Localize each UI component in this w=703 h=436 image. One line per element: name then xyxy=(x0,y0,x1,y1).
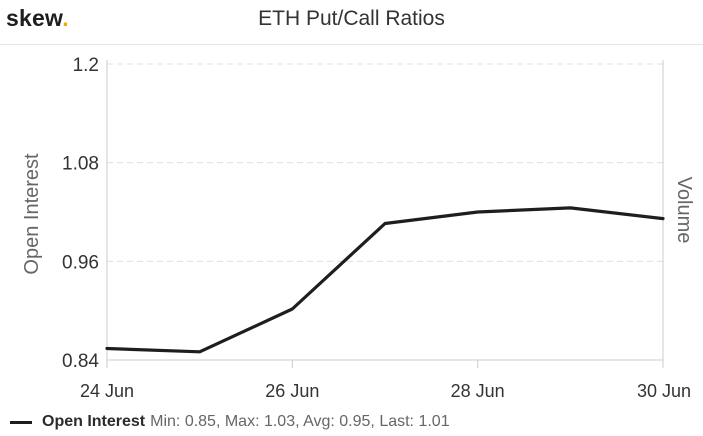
y-tick-label: 0.96 xyxy=(62,252,99,273)
open-interest-line xyxy=(105,206,665,354)
legend-line-swatch xyxy=(10,420,32,424)
header-divider xyxy=(0,44,703,45)
x-tick-label: 24 Jun xyxy=(80,381,134,401)
brand-name: skew xyxy=(6,5,63,31)
y-axis-title-right: Volume xyxy=(673,177,695,244)
y-tick-label: 1.08 xyxy=(62,154,99,175)
legend[interactable]: Open Interest Min: 0.85, Max: 1.03, Avg:… xyxy=(10,413,450,431)
skew-logo: skew. xyxy=(6,5,69,32)
legend-series-stats: Min: 0.85, Max: 1.03, Avg: 0.95, Last: 1… xyxy=(150,413,450,430)
legend-series-name: Open Interest xyxy=(42,413,146,430)
chart-title: ETH Put/Call Ratios xyxy=(258,7,445,30)
x-tick-label: 28 Jun xyxy=(451,381,505,401)
x-tick-label: 26 Jun xyxy=(265,381,319,401)
chart-header: skew. ETH Put/Call Ratios xyxy=(0,0,703,40)
y-tick-label: 0.84 xyxy=(62,351,99,372)
x-tick-label: 30 Jun xyxy=(637,381,691,401)
y-tick-label: 1.2 xyxy=(73,55,99,76)
brand-dot: . xyxy=(62,5,69,31)
y-axis-title: Open Interest xyxy=(21,153,43,275)
